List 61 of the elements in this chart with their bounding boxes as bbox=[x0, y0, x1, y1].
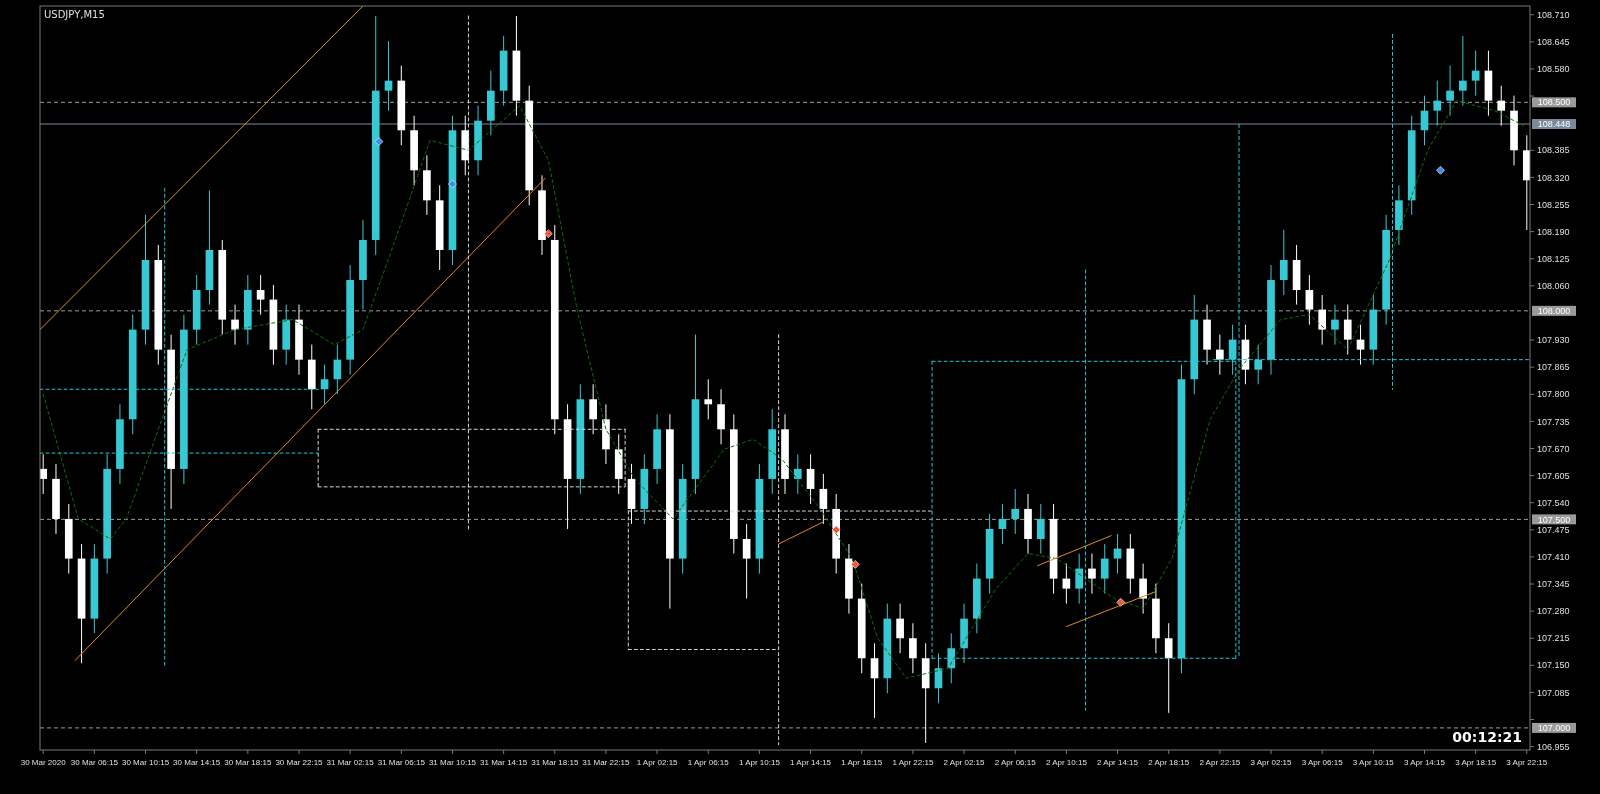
y-tick-label: 107.150 bbox=[1537, 660, 1570, 671]
y-tick-label: 107.800 bbox=[1537, 389, 1570, 400]
y-tick-label: 107.345 bbox=[1537, 579, 1570, 590]
y-tick-label: 106.955 bbox=[1537, 741, 1570, 752]
ref-line-label: 108.500 bbox=[1537, 97, 1571, 108]
x-tick-label: 30 Mar 14:15 bbox=[173, 758, 221, 767]
x-tick-label: 3 Apr 06:15 bbox=[1301, 758, 1344, 767]
x-tick-label: 30 Mar 06:15 bbox=[70, 758, 119, 767]
y-tick-label: 107.735 bbox=[1537, 416, 1570, 427]
y-tick-label: 107.865 bbox=[1537, 362, 1570, 373]
x-tick-label: 1 Apr 10:15 bbox=[738, 758, 781, 767]
y-tick-label: 108.580 bbox=[1537, 64, 1570, 75]
x-tick-label: 31 Mar 10:15 bbox=[428, 758, 477, 767]
x-tick-label: 3 Apr 18:15 bbox=[1455, 758, 1497, 767]
y-tick-label: 108.190 bbox=[1537, 226, 1570, 237]
chart-title: USDJPY,M15 bbox=[44, 9, 105, 20]
y-tick-label: 108.710 bbox=[1537, 9, 1570, 20]
annotation: 00:12:21 bbox=[1452, 729, 1522, 745]
x-tick-label: 31 Mar 18:15 bbox=[531, 758, 579, 767]
y-tick-label: 108.385 bbox=[1537, 145, 1570, 156]
x-tick-label: 3 Apr 10:15 bbox=[1352, 758, 1395, 767]
y-tick-label: 107.930 bbox=[1537, 335, 1570, 346]
x-tick-label: 31 Mar 06:15 bbox=[377, 758, 426, 767]
ref-line-label: 107.500 bbox=[1537, 514, 1571, 525]
y-tick-label: 108.320 bbox=[1537, 172, 1570, 183]
y-tick-label: 107.215 bbox=[1537, 633, 1570, 644]
x-tick-label: 31 Mar 22:15 bbox=[582, 758, 631, 767]
x-tick-label: 2 Apr 18:15 bbox=[1148, 758, 1190, 767]
x-tick-label: 2 Apr 14:15 bbox=[1097, 758, 1139, 767]
y-tick-label: 107.540 bbox=[1537, 497, 1570, 508]
y-tick-label: 108.255 bbox=[1537, 199, 1570, 210]
x-tick-label: 3 Apr 14:15 bbox=[1404, 758, 1446, 767]
x-tick-label: 2 Apr 06:15 bbox=[994, 758, 1037, 767]
x-tick-label: 3 Apr 02:15 bbox=[1250, 758, 1293, 767]
y-tick-label: 108.060 bbox=[1537, 280, 1570, 291]
y-tick-label: 107.085 bbox=[1537, 687, 1570, 698]
y-tick-label: 108.125 bbox=[1537, 253, 1570, 264]
y-tick-label: 107.280 bbox=[1537, 606, 1570, 617]
x-tick-label: 30 Mar 10:15 bbox=[121, 758, 170, 767]
x-tick-label: 31 Mar 14:15 bbox=[480, 758, 528, 767]
y-tick-label: 107.410 bbox=[1537, 552, 1570, 563]
x-tick-label: 1 Apr 06:15 bbox=[687, 758, 730, 767]
x-tick-label: 3 Apr 22:15 bbox=[1506, 758, 1548, 767]
x-tick-label: 1 Apr 14:15 bbox=[790, 758, 832, 767]
x-tick-label: 2 Apr 02:15 bbox=[943, 758, 986, 767]
x-tick-label: 1 Apr 22:15 bbox=[892, 758, 934, 767]
x-tick-label: 30 Mar 2020 bbox=[20, 758, 67, 767]
x-tick-label: 1 Apr 02:15 bbox=[636, 758, 679, 767]
ref-line-label: 108.448 bbox=[1537, 119, 1571, 130]
x-tick-label: 30 Mar 22:15 bbox=[275, 758, 324, 767]
ref-line-label: 107.000 bbox=[1537, 723, 1571, 734]
y-tick-label: 107.605 bbox=[1537, 470, 1570, 481]
x-tick-label: 2 Apr 22:15 bbox=[1199, 758, 1241, 767]
x-tick-label: 30 Mar 18:15 bbox=[224, 758, 272, 767]
y-tick-label: 108.645 bbox=[1537, 37, 1570, 48]
x-tick-label: 2 Apr 10:15 bbox=[1045, 758, 1088, 767]
x-tick-label: 1 Apr 18:15 bbox=[841, 758, 883, 767]
y-tick-label: 107.670 bbox=[1537, 443, 1570, 454]
y-tick-label: 107.475 bbox=[1537, 524, 1570, 535]
ref-line-label: 108.000 bbox=[1537, 306, 1571, 317]
x-tick-label: 31 Mar 02:15 bbox=[326, 758, 375, 767]
